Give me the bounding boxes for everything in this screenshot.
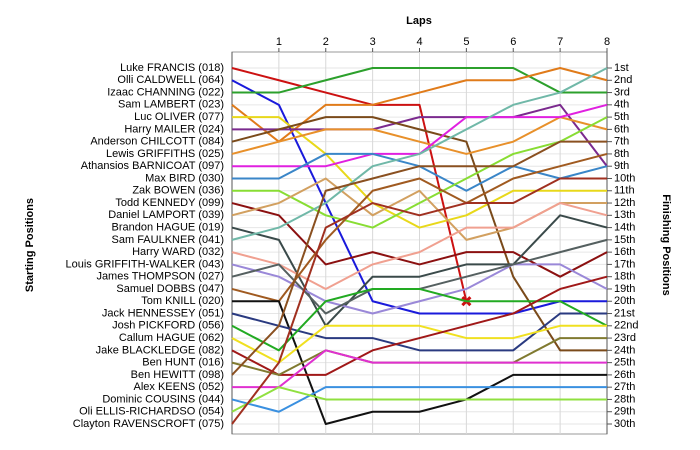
y2-tick-label: 14th <box>614 221 635 233</box>
series-label: Ben HUNT (016) <box>142 357 224 369</box>
series-line <box>231 386 607 413</box>
y-axis-title: Starting Positions <box>24 198 36 292</box>
series-line <box>231 67 468 302</box>
series-label: Zak BOWEN (036) <box>132 185 224 197</box>
series-label: Brandon HAGUE (019) <box>112 221 225 233</box>
y2-tick-label: 25th <box>614 357 635 369</box>
series-label: Jake BLACKLEDGE (082) <box>96 344 224 356</box>
series-label: Anderson CHILCOTT (084) <box>90 136 224 148</box>
series-label: James THOMPSON (027) <box>96 271 224 283</box>
series-label: Alex KEENS (052) <box>134 381 224 393</box>
series-label: Tom KNILL (020) <box>141 295 224 307</box>
y2-tick-label: 23rd <box>614 332 636 344</box>
series-label: Samuel DOBBS (047) <box>116 283 224 295</box>
x-tick-label: 5 <box>463 36 469 48</box>
series-label: Daniel LAMPORT (039) <box>108 209 224 221</box>
y2-tick-label: 11th <box>614 185 635 197</box>
series-label: Sam LAMBERT (023) <box>118 99 224 111</box>
series-line <box>231 202 608 278</box>
series-label: Louis GRIFFITH-WALKER (043) <box>65 258 224 270</box>
series-label: Oli ELLIS-RICHARDSO (054) <box>79 406 224 418</box>
series-line <box>231 67 608 241</box>
y2-tick-label: 19th <box>614 283 635 295</box>
y2-tick-label: 2nd <box>614 74 632 86</box>
y2-tick-label: 15th <box>614 234 635 246</box>
x-tick-label: 1 <box>276 36 282 48</box>
series-label: Lewis GRIFFITHS (025) <box>106 148 224 160</box>
y2-tick-label: 9th <box>614 160 629 172</box>
series-label: Todd KENNEDY (099) <box>115 197 224 209</box>
series-line <box>231 263 608 315</box>
series-line <box>231 214 608 327</box>
y2-tick-label: 13th <box>614 209 635 221</box>
series-line <box>232 300 607 425</box>
y2-tick-label: 8th <box>614 148 629 160</box>
series-line <box>231 287 608 352</box>
series-label: Callum HAGUE (062) <box>119 332 224 344</box>
series-line <box>231 386 607 413</box>
series-label: Dominic COUSINS (044) <box>102 393 224 405</box>
series-label: Izaac CHANNING (022) <box>107 86 224 98</box>
series-label: Harry WARD (032) <box>132 246 224 258</box>
x-tick-label: 6 <box>510 36 516 48</box>
x-axis-title: Laps <box>406 15 432 27</box>
y2-tick-label: 18th <box>614 271 635 283</box>
series-line <box>232 103 608 167</box>
y2-tick-label: 20th <box>614 295 635 307</box>
y2-tick-label: 29th <box>614 406 635 418</box>
y2-tick-label: 12th <box>614 197 635 209</box>
series-label: Josh PICKFORD (056) <box>112 320 224 332</box>
y2-tick-label: 10th <box>614 172 635 184</box>
series-label: Olli CALDWELL (064) <box>117 74 224 86</box>
y2-tick-label: 4th <box>614 99 629 111</box>
series-line <box>231 202 608 290</box>
x-tick-label: 8 <box>604 36 610 48</box>
y2-tick-label: 22nd <box>614 320 638 332</box>
series-label: Ben HEWITT (098) <box>131 369 224 381</box>
x-tick-label: 3 <box>370 36 376 48</box>
series-line <box>231 312 607 352</box>
series-label: Sam FAULKNER (041) <box>112 234 224 246</box>
y2-tick-label: 30th <box>614 418 635 430</box>
series-line <box>232 67 607 94</box>
x-tick-label: 4 <box>416 36 422 48</box>
y2-tick-label: 17th <box>614 258 635 270</box>
series-line <box>231 324 607 364</box>
series-label: Luke FRANCIS (018) <box>120 62 224 74</box>
y2-tick-label: 21st <box>614 307 635 319</box>
series-label: Max BIRD (030) <box>145 172 224 184</box>
y2-tick-label: 28th <box>614 393 635 405</box>
series-line <box>232 116 608 229</box>
series-line <box>231 116 608 155</box>
series-label: Luc OLIVER (077) <box>134 111 224 123</box>
y2-tick-label: 3rd <box>614 86 630 98</box>
series-line <box>231 140 607 376</box>
series-line <box>231 177 607 425</box>
series-label: Athansios BARNICOAT (097) <box>81 160 224 172</box>
x-tick-label: 2 <box>323 36 329 48</box>
series-label: Harry MAILER (024) <box>124 123 224 135</box>
y2-axis-title: Finishing Positions <box>660 194 672 295</box>
y2-tick-label: 24th <box>614 344 635 356</box>
x-tick-label: 7 <box>557 36 563 48</box>
series-line <box>232 349 607 389</box>
y2-tick-label: 6th <box>614 123 629 135</box>
y2-tick-label: 27th <box>614 381 635 393</box>
y2-tick-label: 1st <box>614 62 629 74</box>
y2-tick-label: 5th <box>614 111 629 123</box>
y2-tick-label: 16th <box>614 246 635 258</box>
series-label: Clayton RAVENSCROFT (075) <box>73 418 224 430</box>
y2-tick-label: 26th <box>614 369 635 381</box>
y2-tick-label: 7th <box>614 136 629 148</box>
series-label: Jack HENNESSEY (051) <box>102 307 224 319</box>
